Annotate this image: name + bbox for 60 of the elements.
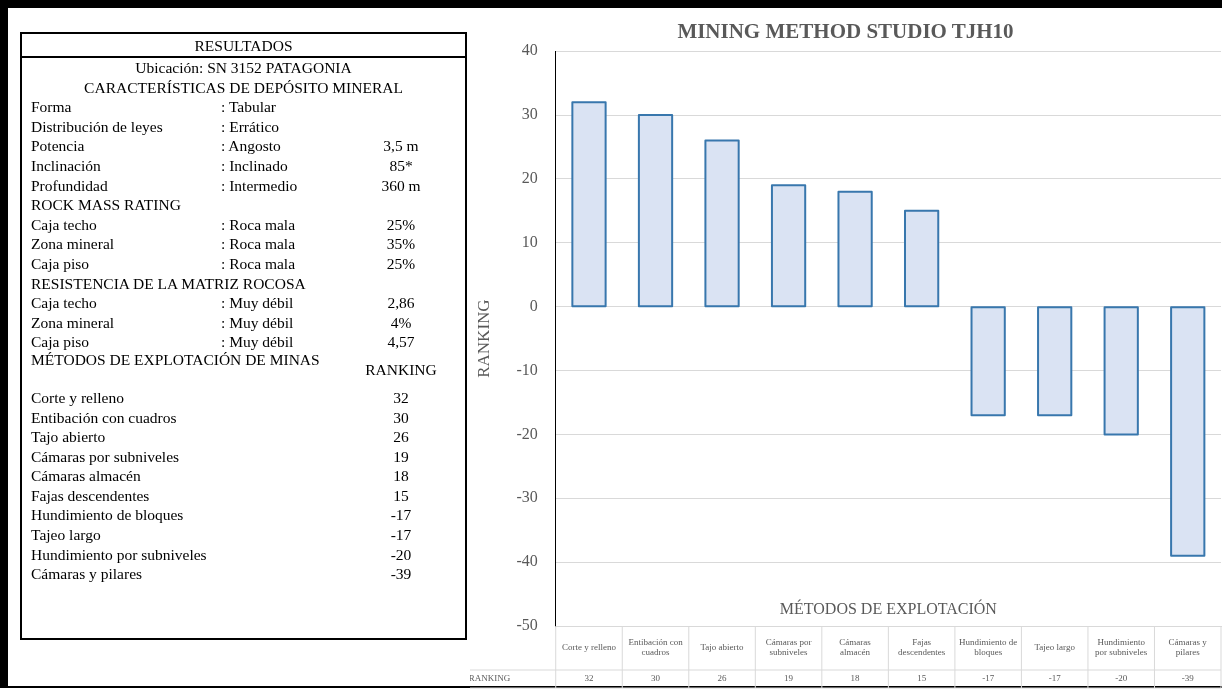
data-label: 18: [850, 673, 861, 684]
data-label: -17: [1048, 673, 1062, 684]
data-label: 26: [717, 673, 728, 684]
x-axis-title: MÉTODOS DE EXPLOTACIÓN: [779, 599, 998, 618]
x-tick-label: Hundimiento de bloques: [959, 637, 1018, 658]
x-tick-label: Cámaras y pilares: [1168, 637, 1208, 658]
x-tick-label: Fajas descendentes: [897, 637, 946, 658]
text: Entibación con cuadros 30: [31, 408, 409, 426]
text: CARACTERÍSTICAS DE DEPÓSITO MINERAL: [84, 77, 403, 98]
text: Ubicación: SN 3152 PATAGONIA: [135, 58, 352, 78]
text: Cámaras por subniveles 19: [31, 447, 409, 465]
text: Distribución de leyes : Errático: [31, 117, 280, 135]
text: Corte y relleno 32: [31, 388, 409, 406]
text: Caja techo : Muy débil 2,86: [31, 294, 415, 312]
text: RESULTADOS: [22, 34, 465, 58]
text: Zona mineral : Roca mala 35%: [31, 235, 416, 253]
text: Tajeo largo -17: [31, 526, 412, 544]
x-tick-label: Corte y relleno: [562, 642, 617, 653]
y-tick-label: -50: [516, 616, 538, 634]
x-tick-label: Cámaras por subniveles: [765, 637, 812, 658]
text: Hundimiento por subniveles -20: [31, 545, 412, 563]
text: MÉTODOS DE EXPLOTACIÓN DE MINAS RANKING: [31, 350, 437, 378]
text: RESISTENCIA DE LA MATRIZ ROCOSA: [31, 273, 307, 294]
data-label: -17: [982, 673, 995, 684]
x-tick-label: Hundimiento por subniveles: [1095, 637, 1148, 658]
text: ROCK MASS RATING: [31, 195, 182, 215]
text: Potencia : Angosto 3,5 m: [31, 137, 419, 155]
text: Caja techo : Roca mala 25%: [31, 215, 416, 233]
y-tick-label: -20: [516, 424, 538, 442]
text: Cámaras almacén 18: [31, 467, 409, 485]
data-label: 19: [784, 673, 794, 684]
text: Forma : Tabular: [31, 98, 277, 116]
y-tick-label: 20: [521, 169, 538, 187]
chart-title: MINING METHOD STUDIO TJH10: [677, 19, 1014, 44]
y-tick-label: 10: [521, 233, 538, 250]
y-tick-label: -30: [516, 488, 538, 506]
y-tick-label: -40: [516, 552, 538, 570]
data-label: -39: [1181, 673, 1195, 684]
x-tick-label: Tajeo largo: [1034, 642, 1076, 653]
text: Profundidad : Intermedio 360 m: [31, 176, 421, 194]
text: Fajas descendentes 15: [31, 486, 409, 504]
y-tick-label: -10: [516, 360, 538, 378]
text: Tajo abierto 26: [31, 428, 409, 446]
text: Inclinación : Inclinado 85*: [31, 156, 413, 174]
text: Cámaras y pilares -39: [31, 565, 412, 583]
data-label: -20: [1115, 673, 1128, 684]
text: Caja piso : Roca mala 25%: [31, 254, 416, 272]
data-label: 15: [917, 673, 927, 684]
text: Caja piso : Muy débil 4,57: [31, 333, 415, 351]
data-label: 32: [584, 673, 594, 684]
y-tick-label: 40: [521, 41, 538, 59]
x-tick-label: Tajo abierto: [700, 642, 745, 653]
y-tick-label: 0: [529, 296, 538, 314]
y-tick-label: 30: [521, 105, 538, 123]
x-tick-label: Entibación con cuadros: [628, 637, 684, 658]
y-axis-title: RANKING: [473, 299, 493, 378]
text: Hundimiento de bloques -17: [31, 506, 412, 524]
data-label: 30: [651, 673, 661, 684]
text: Zona mineral : Muy débil 4%: [31, 313, 412, 331]
x-tick-label: Cámaras almacén: [839, 637, 872, 658]
